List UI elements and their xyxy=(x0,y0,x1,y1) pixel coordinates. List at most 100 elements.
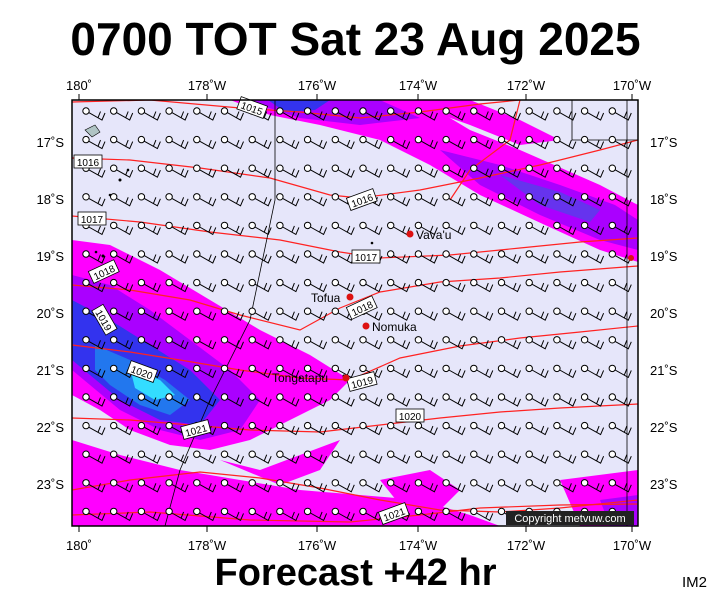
wind-barb xyxy=(248,479,272,493)
wind-barb xyxy=(580,107,605,121)
wind-barb xyxy=(525,135,549,150)
wind-barb xyxy=(497,479,521,493)
wind-barb xyxy=(359,107,383,121)
wind-barb xyxy=(414,393,438,407)
wind-barb xyxy=(276,278,300,293)
lon-label-top: 176˚W xyxy=(298,78,337,93)
wind-barb xyxy=(82,507,106,522)
wind-barb xyxy=(303,221,328,236)
wind-barb xyxy=(331,278,355,293)
wind-barb xyxy=(82,364,106,379)
wind-barb xyxy=(497,250,521,264)
wind-barb xyxy=(414,421,438,436)
isobar-label: 1017 xyxy=(81,215,104,226)
wind-barb xyxy=(82,450,106,464)
place-dot-nomuka xyxy=(362,322,370,330)
wind-barb xyxy=(414,250,438,264)
wind-barb xyxy=(110,507,134,522)
wind-barb xyxy=(497,336,521,350)
wind-barb xyxy=(137,336,161,350)
isobar-label: 1020 xyxy=(399,412,422,423)
wind-barb xyxy=(553,450,577,464)
lon-label-top: 178˚W xyxy=(188,78,227,93)
wind-barb xyxy=(303,193,328,207)
wind-barb xyxy=(276,450,300,464)
wind-barb xyxy=(580,336,605,350)
wind-barb xyxy=(387,307,411,321)
wind-barb xyxy=(387,250,411,264)
wind-barb xyxy=(553,336,577,350)
wind-barb xyxy=(442,450,466,464)
wind-barb xyxy=(137,507,161,522)
wind-barb xyxy=(442,479,466,493)
wind-barb xyxy=(442,250,466,264)
lat-label-left: 23˚S xyxy=(37,477,65,492)
wind-barb xyxy=(220,507,244,522)
wind-barb xyxy=(497,364,521,379)
wind-barb xyxy=(165,393,189,407)
wind-barb xyxy=(193,250,217,264)
wind-barb xyxy=(82,193,106,207)
wind-barb xyxy=(165,164,189,178)
place-label-vavau: Vava'u xyxy=(416,228,451,242)
wind-barb xyxy=(110,107,134,121)
wind-barb xyxy=(580,135,605,150)
wind-barb xyxy=(414,278,438,293)
wind-barb xyxy=(387,164,411,178)
wind-barb xyxy=(110,278,134,293)
wind-barb xyxy=(608,450,632,464)
wind-barb xyxy=(165,307,189,321)
wind-barb xyxy=(303,450,328,464)
wind-barb xyxy=(303,278,328,293)
wind-barb xyxy=(414,336,438,350)
wind-barb xyxy=(553,250,577,264)
wind-barb xyxy=(442,278,466,293)
wind-barb xyxy=(553,421,577,436)
wind-barb xyxy=(137,393,161,407)
wind-barb xyxy=(137,135,161,150)
wind-barb xyxy=(82,393,106,407)
wind-barb xyxy=(359,135,383,150)
wind-barb xyxy=(525,278,549,293)
wind-barb xyxy=(470,221,494,236)
wind-barb xyxy=(276,336,300,350)
wind-barb xyxy=(359,164,383,178)
wind-barb xyxy=(414,450,438,464)
wind-barb xyxy=(193,193,217,207)
wind-barb xyxy=(303,307,328,321)
wind-barb xyxy=(414,135,438,150)
wind-barb xyxy=(82,107,106,121)
wind-barb xyxy=(165,479,189,493)
wind-barb xyxy=(442,507,466,522)
wind-barb xyxy=(82,421,106,436)
wind-barb xyxy=(525,421,549,436)
wind-barb xyxy=(137,307,161,321)
wind-barb xyxy=(82,336,106,350)
lat-label-left: 21˚S xyxy=(37,363,65,378)
wind-barb xyxy=(303,164,328,178)
wind-barb xyxy=(470,336,494,350)
forecast-label: Forecast +42 hr xyxy=(214,552,497,594)
page-title: 0700 TOT Sat 23 Aug 2025 xyxy=(70,13,641,65)
wind-barb xyxy=(608,364,632,379)
place-label-tofua: Tofua xyxy=(311,291,341,305)
wind-barb xyxy=(608,193,632,207)
wind-barb xyxy=(359,479,383,493)
wind-barb xyxy=(470,164,494,178)
wind-barb xyxy=(110,307,134,321)
wind-barb xyxy=(553,364,577,379)
wind-barb xyxy=(497,393,521,407)
wind-barb xyxy=(276,421,300,436)
wind-barb xyxy=(525,164,549,178)
wind-barb xyxy=(303,135,328,150)
place-markers: Vava'u Tofua Nomuka Tongatapu xyxy=(272,228,634,385)
wind-barb xyxy=(110,479,134,493)
lon-label-bottom: 176˚W xyxy=(298,538,337,553)
wind-barb xyxy=(525,364,549,379)
wind-barb xyxy=(387,193,411,207)
wind-barbs xyxy=(82,107,632,522)
wind-barb xyxy=(137,421,161,436)
lat-label-right: 18˚S xyxy=(650,192,678,207)
place-label-nomuka: Nomuka xyxy=(372,320,417,334)
wind-barb xyxy=(387,450,411,464)
